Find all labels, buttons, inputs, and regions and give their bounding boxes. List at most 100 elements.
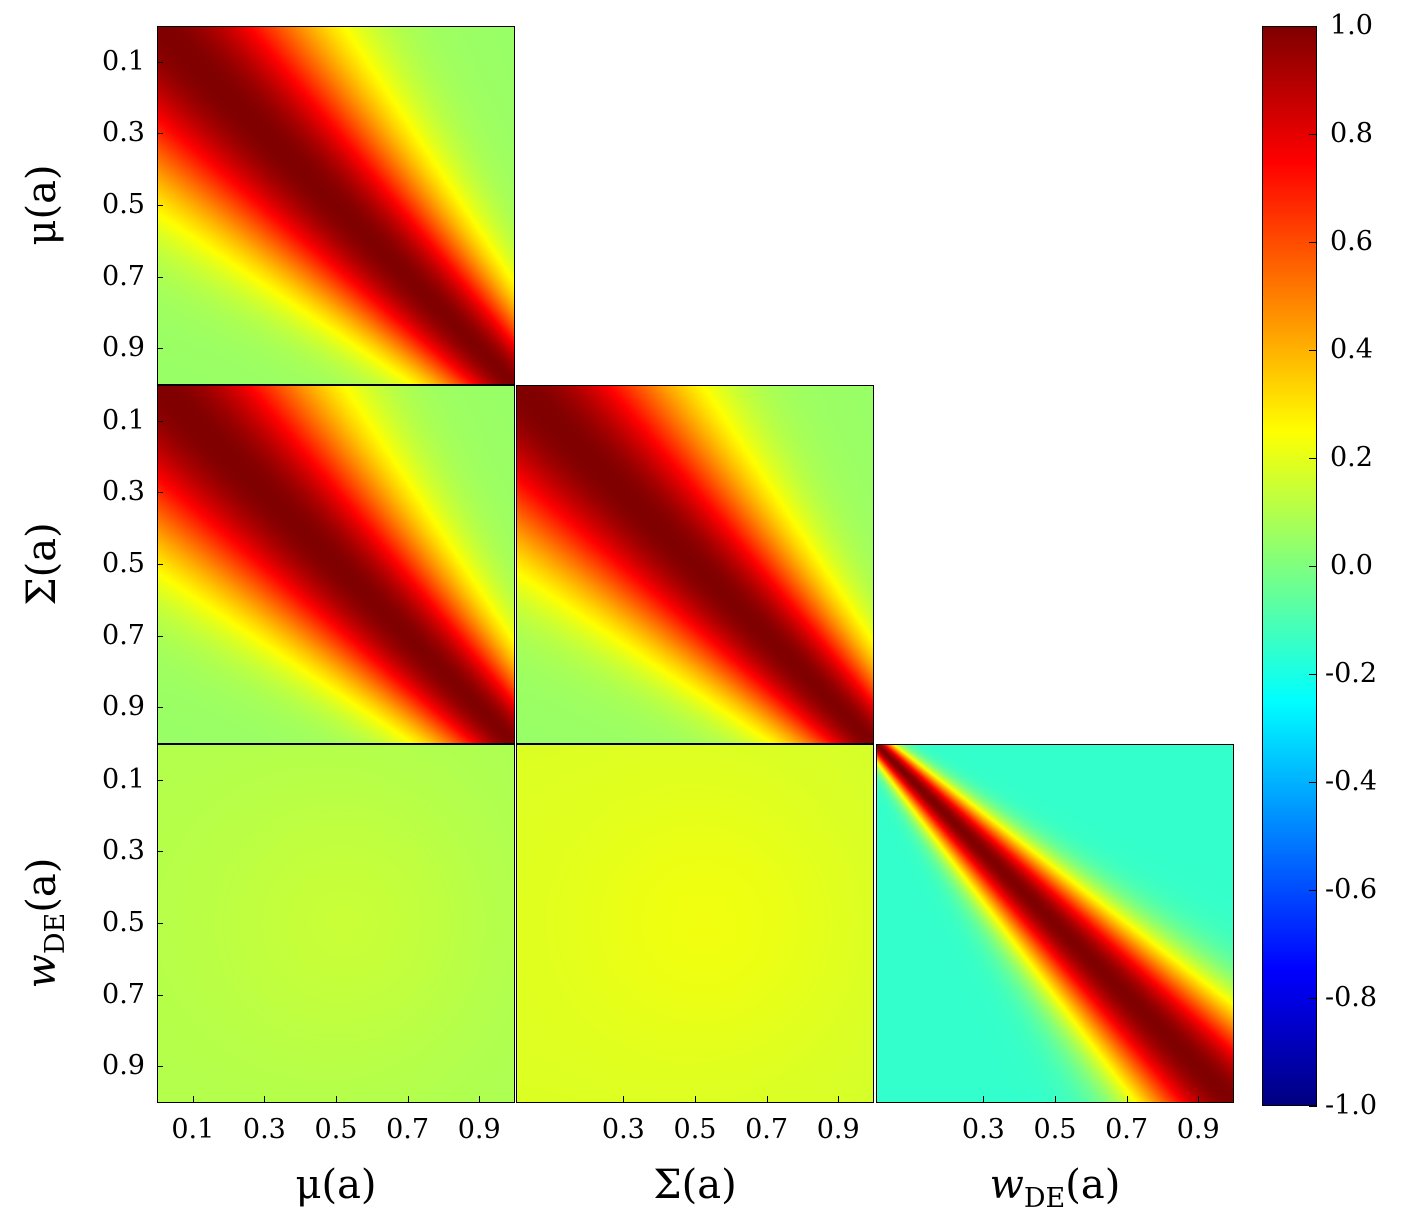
xtick-label-c1: 0.7 — [745, 1114, 789, 1145]
ytick-mark — [157, 492, 163, 494]
heatmap-cells — [157, 744, 515, 1103]
ytick-label-r2: 0.1 — [102, 763, 145, 795]
colorbar-tick-mark — [1309, 674, 1317, 675]
xtick-mark — [336, 1096, 337, 1102]
colorbar-gradient — [1262, 26, 1317, 1106]
label-main: w — [19, 954, 65, 989]
heatmap-panel-r2-c2 — [876, 744, 1234, 1103]
ytick-mark — [157, 564, 163, 565]
xtick-label-c0: 0.7 — [386, 1114, 430, 1145]
colorbar-tick-mark — [1309, 134, 1317, 135]
ytick-label-r2: 0.5 — [102, 907, 145, 938]
colorbar-tick-mark — [1309, 566, 1317, 567]
colorbar-tick-mark — [1309, 26, 1317, 27]
ytick-mark — [157, 205, 163, 206]
y-axis-label-2: wDE(a) — [19, 813, 71, 1033]
colorbar-tick-mark — [1309, 782, 1317, 783]
x-axis-label-0: μ(a) — [295, 1162, 377, 1208]
ytick-mark — [157, 61, 163, 63]
xtick-mark — [623, 1096, 625, 1102]
xtick-label-c1: 0.3 — [601, 1114, 645, 1145]
xtick-mark — [192, 1096, 194, 1102]
x-axis-label-2: wDE(a) — [876, 1165, 1234, 1212]
heatmap-cells — [516, 385, 874, 744]
ytick-mark — [157, 276, 163, 278]
colorbar-tick-label: 0.6 — [1330, 226, 1373, 257]
xtick-label-c1: 0.9 — [816, 1114, 860, 1145]
label-main: w — [989, 1162, 1024, 1208]
xtick-label-c2: 0.5 — [1033, 1114, 1077, 1145]
xtick-mark — [1198, 1096, 1200, 1102]
colorbar-tick-label: 0.2 — [1330, 442, 1373, 473]
label-tail: (a) — [19, 857, 65, 913]
colorbar-tick-mark — [1309, 350, 1317, 351]
colorbar-tick-label: 0.0 — [1330, 550, 1373, 581]
xtick-mark — [264, 1096, 266, 1102]
xtick-label-c0: 0.3 — [242, 1114, 286, 1145]
xtick-mark — [479, 1096, 481, 1102]
ytick-mark — [157, 420, 163, 422]
ytick-mark — [157, 851, 163, 853]
colorbar-tick-label: -0.2 — [1325, 658, 1378, 689]
ytick-label-r1: 0.7 — [102, 619, 145, 651]
xtick-mark — [695, 1096, 696, 1102]
ytick-mark — [157, 779, 163, 781]
xtick-label-c2: 0.7 — [1105, 1114, 1149, 1145]
label-tail: (a) — [1065, 1162, 1121, 1208]
ytick-mark — [157, 1066, 163, 1068]
ytick-label-r0: 0.3 — [102, 117, 145, 149]
colorbar-tick-label: 0.8 — [1330, 118, 1373, 149]
label-subscript: DE — [1023, 1183, 1066, 1214]
y-axis-label-1: Σ(a) — [19, 522, 65, 606]
ytick-mark — [157, 133, 163, 135]
y-axis-label-0: μ(a) — [19, 164, 65, 246]
ytick-label-r0: 0.5 — [102, 189, 145, 220]
xtick-label-c2: 0.3 — [961, 1114, 1005, 1145]
ytick-label-r1: 0.5 — [102, 548, 145, 579]
xtick-label-c0: 0.5 — [314, 1114, 358, 1145]
colorbar-tick-mark — [1309, 998, 1317, 999]
xtick-mark — [983, 1096, 985, 1102]
x-axis-label-1: Σ(a) — [653, 1162, 737, 1208]
ytick-label-r2: 0.3 — [102, 835, 145, 867]
xtick-mark — [1055, 1096, 1056, 1102]
xtick-mark — [838, 1096, 840, 1102]
ytick-mark — [157, 994, 163, 996]
heatmap-panel-r2-c0 — [157, 744, 515, 1103]
heatmap-cells — [876, 744, 1234, 1103]
colorbar-tick-label: -0.8 — [1325, 982, 1378, 1013]
ytick-mark — [157, 923, 163, 924]
xtick-label-c0: 0.9 — [457, 1114, 501, 1145]
ytick-label-r0: 0.1 — [102, 45, 145, 77]
ytick-label-r0: 0.9 — [102, 332, 145, 364]
ytick-label-r1: 0.9 — [102, 691, 145, 723]
ytick-label-r1: 0.3 — [102, 476, 145, 508]
label-subscript: DE — [40, 912, 71, 955]
heatmap-cells — [516, 744, 874, 1103]
xtick-mark — [1126, 1096, 1128, 1102]
xtick-mark — [766, 1096, 768, 1102]
colorbar-tick-label: 0.4 — [1330, 334, 1373, 365]
colorbar-tick-label: -0.4 — [1325, 766, 1378, 797]
xtick-mark — [407, 1096, 409, 1102]
colorbar-tick-mark — [1309, 890, 1317, 891]
xtick-label-c0: 0.1 — [171, 1114, 215, 1145]
heatmap-cells — [157, 385, 515, 744]
ytick-mark — [157, 635, 163, 637]
heatmap-panel-r2-c1 — [516, 744, 874, 1103]
ytick-mark — [157, 707, 163, 709]
heatmap-panel-r0-c0 — [157, 26, 515, 385]
colorbar-tick-label: -1.0 — [1325, 1090, 1378, 1121]
ytick-mark — [157, 348, 163, 350]
colorbar-tick-label: -0.6 — [1325, 874, 1378, 905]
xtick-label-c2: 0.9 — [1176, 1114, 1220, 1145]
heatmap-panel-r1-c1 — [516, 385, 874, 744]
ytick-label-r1: 0.1 — [102, 404, 145, 436]
heatmap-panel-r1-c0 — [157, 385, 515, 744]
ytick-label-r2: 0.9 — [102, 1050, 145, 1082]
xtick-label-c1: 0.5 — [673, 1114, 717, 1145]
ytick-label-r0: 0.7 — [102, 260, 145, 292]
colorbar-tick-mark — [1309, 1106, 1317, 1107]
heatmap-cells — [157, 26, 515, 385]
